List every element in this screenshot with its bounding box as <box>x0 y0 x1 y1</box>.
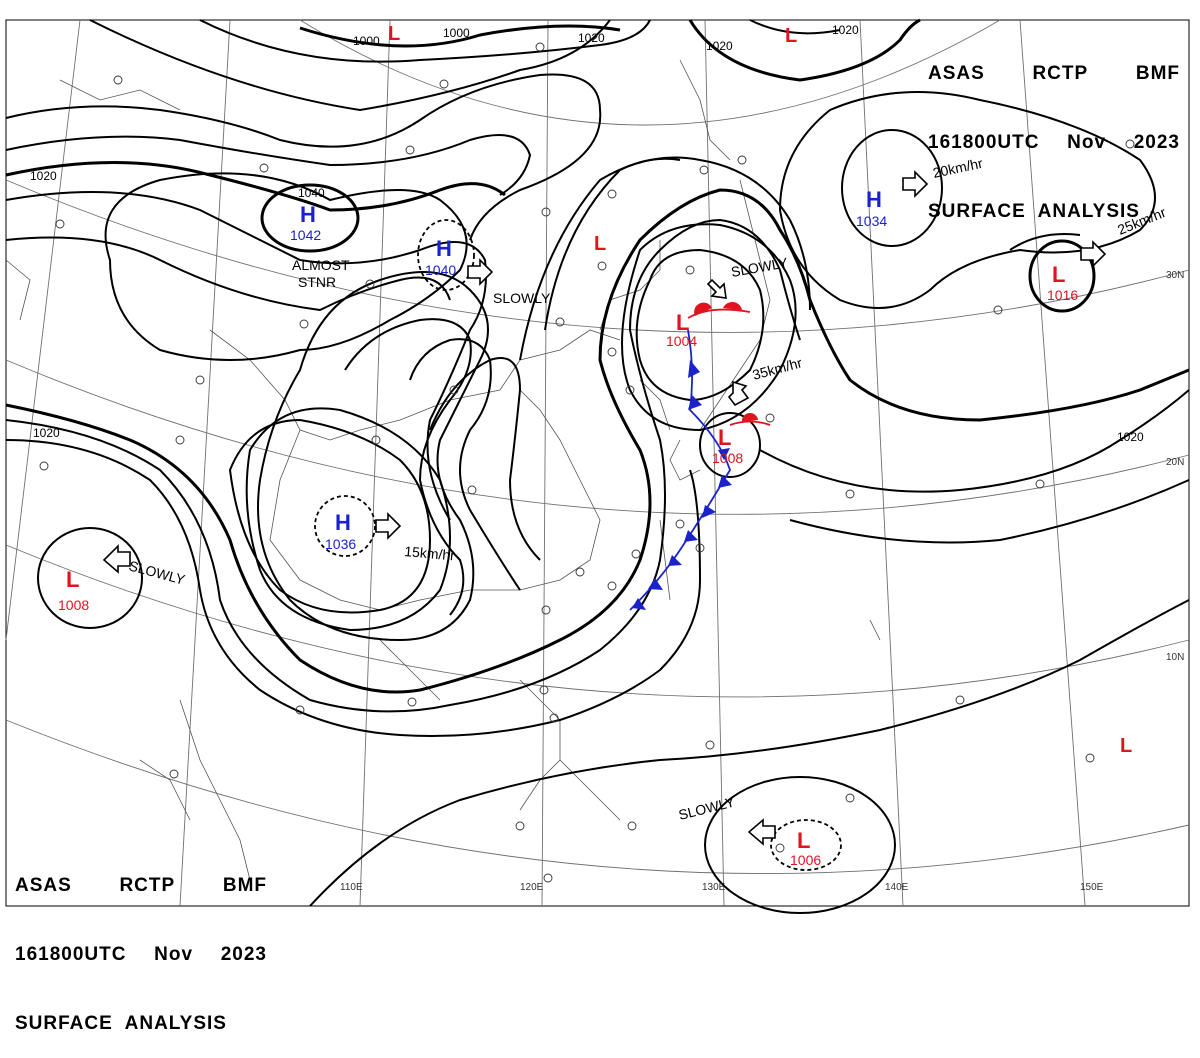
high-symbol: H <box>335 510 351 535</box>
isobar-label: 1020 <box>33 426 60 440</box>
header-month: Nov <box>1067 132 1107 153</box>
low-symbol: L <box>1120 735 1132 757</box>
chart-header-top: ASAS RCTP BMF 161800UTC Nov 2023 SURFACE… <box>928 16 1180 246</box>
header-station: RCTP <box>119 875 176 896</box>
low-symbol: L <box>718 425 731 450</box>
low-symbol: L <box>797 828 810 853</box>
isobar-label: 1020 <box>578 31 605 45</box>
surface-analysis-map: 1000 1000 1020 1020 1020 1020 1020 1020 … <box>5 18 1190 914</box>
isobars <box>5 18 1190 914</box>
lat-label: 30N <box>1166 270 1184 281</box>
lat-label: 10N <box>1166 652 1184 663</box>
movement-label: ALMOST <box>292 257 350 273</box>
high-value: 1042 <box>290 227 321 243</box>
lon-label: 130E <box>702 882 726 893</box>
movement-label: 15km/hr <box>404 543 456 563</box>
arrow-icon <box>1080 240 1107 268</box>
lat-label: 20N <box>1166 457 1184 468</box>
high-symbol: H <box>300 202 316 227</box>
header-year: 2023 <box>220 944 267 965</box>
header-year: 2023 <box>1133 132 1180 153</box>
cold-front <box>629 329 732 611</box>
low-symbol: L <box>388 23 400 45</box>
lon-label: 150E <box>1080 882 1104 893</box>
low-symbol: L <box>594 233 606 255</box>
arrow-icon <box>706 278 727 299</box>
high-symbol: H <box>436 236 452 261</box>
high-value: 1036 <box>325 536 356 552</box>
high-value: 1034 <box>856 213 887 229</box>
movement-label: SLOWLY <box>493 290 551 306</box>
header-code: BMF <box>222 875 267 896</box>
low-value: 1008 <box>58 597 89 613</box>
low-value: 1016 <box>1047 287 1078 303</box>
isobar-label: 1040 <box>298 186 325 200</box>
low-symbol: L <box>1052 262 1065 287</box>
low-symbol: L <box>785 25 797 47</box>
header-code: BMF <box>1135 63 1180 84</box>
graticule <box>5 19 1190 907</box>
high-value: 1040 <box>425 262 456 278</box>
isobar-label: 1020 <box>30 169 57 183</box>
arrow-icon <box>102 544 131 574</box>
isobar-label: 1020 <box>832 23 859 37</box>
isobar-label: 1000 <box>443 26 470 40</box>
isobar-labels: 1000 1000 1020 1020 1020 1020 1020 1020 … <box>30 23 1144 444</box>
pressure-centers: H 1042 H 1040 H 1036 H 1034 L 1004 L 100… <box>58 23 1132 868</box>
isobar-label: 1020 <box>1117 430 1144 444</box>
low-value: 1008 <box>712 450 743 466</box>
header-agency: ASAS <box>928 63 985 84</box>
isobar-label: 1020 <box>706 39 733 53</box>
arrow-icon <box>747 818 776 846</box>
high-symbol: H <box>866 187 882 212</box>
header-agency: ASAS <box>15 875 72 896</box>
header-time: 161800UTC <box>15 944 127 965</box>
dashed-rings <box>314 219 842 871</box>
header-time: 161800UTC <box>928 132 1040 153</box>
low-symbol: L <box>676 310 689 335</box>
graticule-labels: 110E 120E 130E 140E 150E 30N 20N 10N <box>340 270 1184 893</box>
low-symbol: L <box>66 567 79 592</box>
isobar-label: 1000 <box>353 34 380 48</box>
chart-header-bottom: ASAS RCTP BMF 161800UTC Nov 2023 SURFACE… <box>15 828 267 1058</box>
movement-label: STNR <box>298 274 336 290</box>
lon-label: 110E <box>340 882 363 893</box>
arrow-icon <box>375 512 402 540</box>
header-title: SURFACE ANALYSIS <box>15 1013 227 1034</box>
low-value: 1006 <box>790 852 821 868</box>
lon-label: 140E <box>885 882 909 893</box>
arrow-icon <box>727 380 750 407</box>
map-frame <box>5 19 1190 907</box>
low-value: 1004 <box>666 333 697 349</box>
station-plots <box>39 42 1135 883</box>
arrow-icon <box>467 258 494 286</box>
header-month: Nov <box>154 944 194 965</box>
arrow-icon <box>902 170 929 198</box>
header-station: RCTP <box>1032 63 1089 84</box>
header-title: SURFACE ANALYSIS <box>928 201 1140 222</box>
warm-front <box>687 301 771 426</box>
lon-label: 120E <box>520 882 544 893</box>
movement-arrows <box>102 170 1107 846</box>
